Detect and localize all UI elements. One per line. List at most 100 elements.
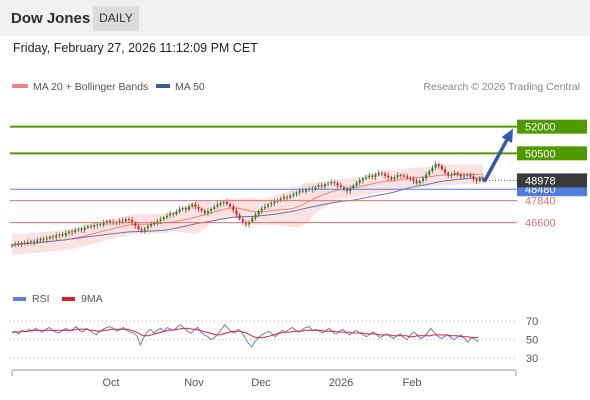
- x-tick-Feb: Feb: [403, 377, 422, 389]
- candle-body: [222, 202, 225, 203]
- candle-body: [355, 182, 358, 186]
- candle-body: [203, 210, 206, 213]
- timestamp: Friday, February 27, 2026 11:12:09 PM CE…: [13, 41, 258, 55]
- candle-body: [263, 206, 266, 209]
- candle-body: [352, 185, 355, 189]
- candle-body: [412, 178, 415, 181]
- projection-arrow-head: [501, 128, 513, 143]
- candle-body: [118, 220, 121, 223]
- candle-body: [244, 222, 247, 225]
- candle-body: [469, 174, 472, 177]
- candle-body: [434, 164, 437, 168]
- candle-body: [431, 167, 434, 172]
- candle-body: [96, 224, 99, 226]
- candle-body: [109, 221, 111, 223]
- candle-body: [422, 178, 424, 181]
- level-label-52000: 52000: [525, 122, 556, 134]
- candle-body: [377, 172, 380, 175]
- candle-body: [42, 238, 45, 240]
- ma50-legend-label: MA 50: [175, 81, 205, 93]
- candle-body: [188, 206, 190, 210]
- ma20-legend-swatch: [12, 84, 28, 88]
- candle-body: [478, 178, 481, 181]
- candle-body: [251, 218, 254, 222]
- candle-body: [292, 194, 295, 196]
- candle-body: [327, 183, 330, 185]
- candle-body: [121, 220, 124, 222]
- rsi-ma-legend-label: 9MA: [81, 293, 103, 305]
- candle-body: [406, 176, 409, 178]
- candle-body: [425, 174, 428, 179]
- candle-body: [67, 231, 70, 233]
- candle-body: [298, 190, 301, 193]
- candle-body: [368, 175, 371, 178]
- candle-body: [30, 241, 32, 243]
- candle-body: [175, 211, 178, 215]
- candle-body: [45, 238, 48, 240]
- level-tag-50500: [517, 146, 587, 161]
- candle-body: [295, 192, 298, 195]
- candle-body: [102, 222, 105, 225]
- candle-body: [387, 175, 390, 178]
- candle-body: [456, 172, 459, 175]
- candle-body: [191, 204, 194, 207]
- candle-body: [23, 242, 26, 244]
- candle-body: [165, 215, 168, 218]
- candle-body: [20, 242, 23, 245]
- candle-body: [90, 226, 92, 227]
- rsi-legend-swatch: [13, 297, 26, 301]
- candle-body: [61, 234, 64, 236]
- rsi-legend: RSI 9MA: [13, 293, 103, 305]
- candle-body: [358, 180, 361, 183]
- ma20-line: [11, 173, 483, 246]
- candle-body: [482, 178, 484, 181]
- candle-body: [418, 180, 421, 184]
- candle-body: [260, 208, 263, 211]
- candle-body: [254, 214, 257, 219]
- candle-body: [74, 230, 77, 233]
- candle-body: [159, 219, 162, 222]
- last-price-tag: [517, 173, 587, 188]
- ma20-legend-label: MA 20 + Bollinger Bands: [33, 81, 148, 93]
- candle-body: [286, 196, 288, 198]
- rsi-ma-line: [12, 327, 478, 339]
- candle-body: [472, 176, 475, 180]
- candle-body: [169, 213, 172, 216]
- candle-body: [105, 221, 108, 223]
- candle-body: [86, 226, 89, 228]
- credit-text: Research © 2026 Trading Central: [423, 81, 580, 93]
- x-tick-Dec: Dec: [251, 377, 271, 389]
- candle-body: [390, 177, 393, 180]
- candle-body: [229, 204, 232, 207]
- candle-body: [257, 210, 260, 215]
- candle-body: [197, 207, 200, 209]
- candle-body: [140, 229, 143, 231]
- last-price-label: 48978: [525, 175, 556, 187]
- level-label-46600: 46600: [525, 218, 556, 230]
- candle-body: [134, 222, 137, 226]
- candle-body: [181, 208, 184, 209]
- candle-body: [463, 175, 466, 177]
- candle-body: [213, 206, 216, 209]
- candle-body: [17, 243, 20, 245]
- candle-body: [314, 187, 317, 190]
- candle-body: [39, 238, 42, 241]
- candle-body: [146, 226, 149, 229]
- rsi-tick-50: 50: [526, 335, 538, 347]
- interval-button[interactable]: DAILY: [93, 6, 139, 31]
- candle-body: [380, 172, 383, 174]
- x-axis: Oct Nov Dec 2026 Feb: [11, 369, 517, 389]
- level-tag-52000: [517, 119, 587, 134]
- candle-body: [64, 233, 67, 236]
- candle-body: [124, 219, 127, 222]
- x-tick-Nov: Nov: [184, 377, 204, 389]
- candle-body: [415, 180, 418, 184]
- candle-body: [317, 185, 320, 188]
- candle-body: [150, 224, 153, 227]
- candle-body: [143, 228, 146, 231]
- candle-body: [393, 177, 396, 180]
- candle-body: [282, 196, 285, 199]
- candle-body: [273, 201, 276, 204]
- candle-body: [58, 234, 61, 236]
